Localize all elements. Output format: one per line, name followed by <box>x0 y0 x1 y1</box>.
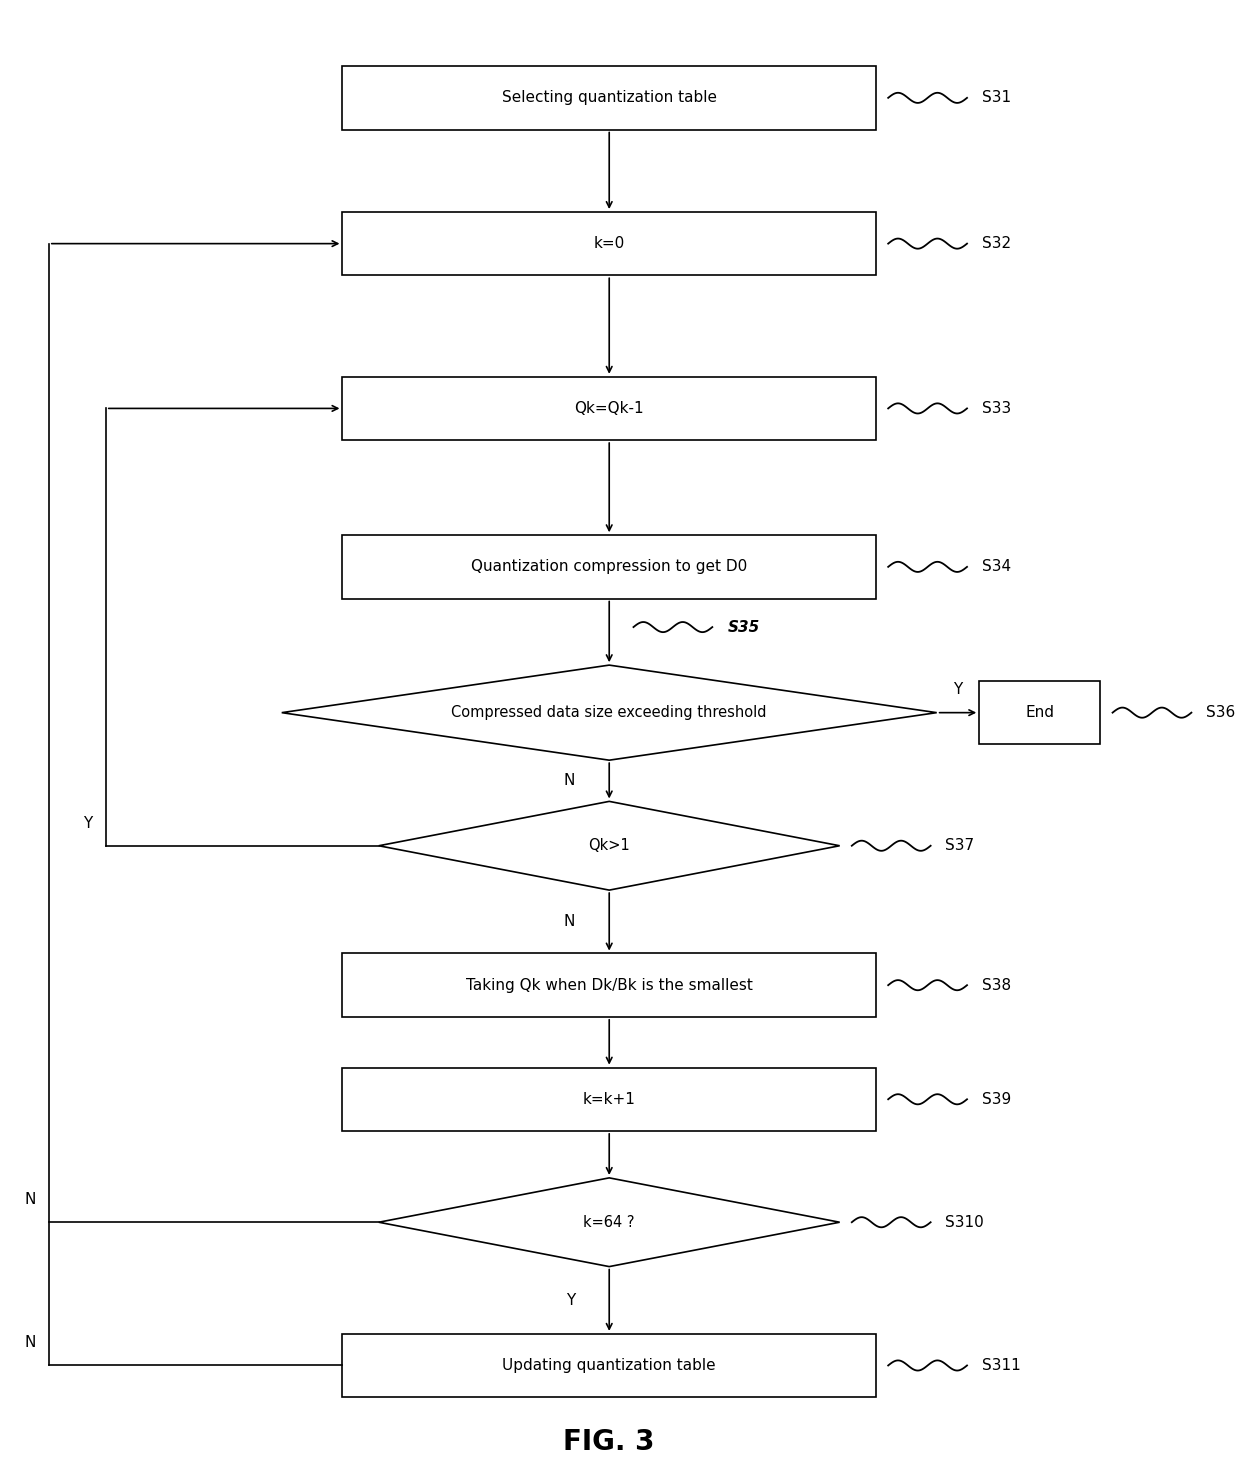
Text: Selecting quantization table: Selecting quantization table <box>502 90 717 105</box>
Text: Y: Y <box>83 816 92 831</box>
Text: Quantization compression to get D0: Quantization compression to get D0 <box>471 559 748 574</box>
Text: Y: Y <box>954 682 962 698</box>
Text: k=64 ?: k=64 ? <box>584 1215 635 1230</box>
Text: Updating quantization table: Updating quantization table <box>502 1358 715 1373</box>
FancyBboxPatch shape <box>342 213 875 276</box>
Text: N: N <box>25 1193 36 1207</box>
Text: S36: S36 <box>1207 706 1235 720</box>
Text: S33: S33 <box>982 401 1011 416</box>
Text: Qk>1: Qk>1 <box>588 838 630 853</box>
Text: S38: S38 <box>982 977 1011 993</box>
Text: S35: S35 <box>728 620 760 635</box>
FancyBboxPatch shape <box>342 1334 875 1398</box>
Text: Y: Y <box>565 1293 575 1308</box>
Text: N: N <box>564 914 575 930</box>
Polygon shape <box>281 666 936 760</box>
Text: FIG. 3: FIG. 3 <box>563 1427 655 1455</box>
Text: N: N <box>564 773 575 788</box>
Text: S34: S34 <box>982 559 1011 574</box>
Text: k=0: k=0 <box>594 236 625 251</box>
Text: Qk=Qk-1: Qk=Qk-1 <box>574 401 644 416</box>
FancyBboxPatch shape <box>342 66 875 130</box>
FancyBboxPatch shape <box>342 536 875 599</box>
FancyBboxPatch shape <box>342 953 875 1017</box>
Text: S39: S39 <box>982 1092 1011 1107</box>
Text: S31: S31 <box>982 90 1011 105</box>
Text: S311: S311 <box>982 1358 1021 1373</box>
FancyBboxPatch shape <box>980 680 1100 744</box>
Polygon shape <box>378 1178 839 1266</box>
FancyBboxPatch shape <box>342 1067 875 1131</box>
Text: S37: S37 <box>945 838 975 853</box>
Text: Taking Qk when Dk/Bk is the smallest: Taking Qk when Dk/Bk is the smallest <box>466 977 753 993</box>
FancyBboxPatch shape <box>342 376 875 440</box>
Text: S32: S32 <box>982 236 1011 251</box>
Polygon shape <box>378 801 839 890</box>
Text: N: N <box>25 1336 36 1351</box>
Text: End: End <box>1025 706 1054 720</box>
Text: S310: S310 <box>945 1215 983 1230</box>
Text: Compressed data size exceeding threshold: Compressed data size exceeding threshold <box>451 706 768 720</box>
Text: k=k+1: k=k+1 <box>583 1092 636 1107</box>
